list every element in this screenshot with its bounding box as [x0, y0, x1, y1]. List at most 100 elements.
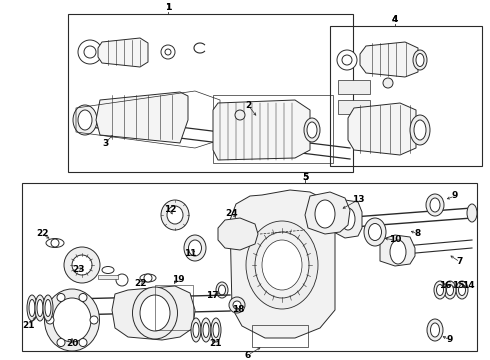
Ellipse shape	[191, 318, 201, 342]
Ellipse shape	[410, 115, 430, 145]
Text: 9: 9	[447, 336, 453, 345]
Ellipse shape	[431, 323, 440, 337]
Ellipse shape	[193, 323, 199, 338]
Ellipse shape	[255, 232, 309, 298]
Ellipse shape	[73, 105, 97, 135]
Text: 3: 3	[102, 139, 108, 148]
Text: 21: 21	[22, 320, 34, 329]
Ellipse shape	[161, 200, 189, 230]
Circle shape	[161, 45, 175, 59]
Ellipse shape	[437, 284, 443, 296]
Circle shape	[337, 50, 357, 70]
Circle shape	[116, 274, 128, 286]
Ellipse shape	[37, 300, 43, 316]
Text: 15: 15	[452, 280, 464, 289]
Circle shape	[46, 316, 54, 324]
Ellipse shape	[446, 284, 454, 296]
Ellipse shape	[430, 198, 440, 212]
Polygon shape	[348, 103, 416, 155]
Ellipse shape	[45, 289, 99, 351]
Circle shape	[84, 46, 96, 58]
Bar	[22, 183, 477, 351]
Ellipse shape	[413, 50, 427, 70]
Text: 16: 16	[439, 280, 451, 289]
Ellipse shape	[459, 284, 466, 296]
Circle shape	[78, 40, 102, 64]
Ellipse shape	[43, 295, 53, 321]
Ellipse shape	[189, 240, 201, 256]
Circle shape	[233, 301, 241, 309]
Circle shape	[90, 316, 98, 324]
Ellipse shape	[390, 240, 406, 264]
Ellipse shape	[203, 323, 209, 338]
Text: 22: 22	[36, 230, 48, 238]
Ellipse shape	[341, 208, 355, 230]
Polygon shape	[218, 218, 258, 250]
Circle shape	[72, 255, 92, 275]
Ellipse shape	[304, 118, 320, 142]
Ellipse shape	[201, 318, 211, 342]
Text: 12: 12	[164, 206, 176, 215]
Text: 18: 18	[232, 306, 244, 315]
Text: 1: 1	[165, 4, 171, 13]
Circle shape	[229, 297, 245, 313]
Bar	[98, 275, 118, 279]
Text: 9: 9	[452, 192, 458, 201]
Polygon shape	[230, 190, 335, 338]
Ellipse shape	[414, 120, 426, 140]
Bar	[338, 100, 370, 114]
Text: 8: 8	[415, 230, 421, 238]
Polygon shape	[98, 38, 148, 67]
Bar	[252, 325, 308, 347]
Text: 13: 13	[352, 195, 364, 204]
Ellipse shape	[246, 221, 318, 309]
Circle shape	[79, 293, 87, 301]
Ellipse shape	[427, 319, 443, 341]
Bar	[213, 95, 333, 163]
Ellipse shape	[35, 295, 45, 321]
Ellipse shape	[140, 295, 170, 331]
Ellipse shape	[29, 300, 35, 316]
Ellipse shape	[45, 300, 51, 316]
Text: 24: 24	[226, 208, 238, 217]
Circle shape	[64, 247, 100, 283]
Polygon shape	[330, 200, 362, 238]
Polygon shape	[96, 92, 188, 143]
Text: 14: 14	[462, 280, 474, 289]
Circle shape	[383, 78, 393, 88]
Text: 23: 23	[72, 266, 84, 274]
Text: 20: 20	[66, 339, 78, 348]
Text: 4: 4	[392, 15, 398, 24]
Ellipse shape	[315, 200, 335, 228]
Ellipse shape	[307, 122, 317, 138]
Text: 6: 6	[245, 351, 251, 360]
Circle shape	[235, 110, 245, 120]
Ellipse shape	[78, 110, 92, 130]
Ellipse shape	[262, 240, 302, 290]
Ellipse shape	[364, 218, 386, 246]
Ellipse shape	[46, 238, 64, 248]
Circle shape	[51, 239, 59, 247]
Ellipse shape	[467, 204, 477, 222]
Ellipse shape	[132, 287, 177, 339]
Ellipse shape	[416, 54, 424, 67]
Text: 1: 1	[165, 4, 171, 13]
Polygon shape	[380, 235, 415, 266]
Bar	[338, 80, 370, 94]
Ellipse shape	[184, 235, 206, 261]
Polygon shape	[213, 100, 310, 160]
Ellipse shape	[27, 295, 37, 321]
Ellipse shape	[368, 224, 382, 240]
Bar	[68, 14, 353, 172]
Text: 2: 2	[245, 100, 251, 109]
Text: 10: 10	[389, 235, 401, 244]
Ellipse shape	[456, 281, 468, 299]
Polygon shape	[305, 192, 350, 234]
Ellipse shape	[140, 274, 156, 282]
Text: 21: 21	[209, 339, 221, 348]
Text: 22: 22	[134, 279, 146, 288]
Ellipse shape	[216, 282, 228, 298]
Circle shape	[57, 293, 65, 301]
Text: 5: 5	[302, 172, 308, 181]
Ellipse shape	[102, 266, 114, 274]
